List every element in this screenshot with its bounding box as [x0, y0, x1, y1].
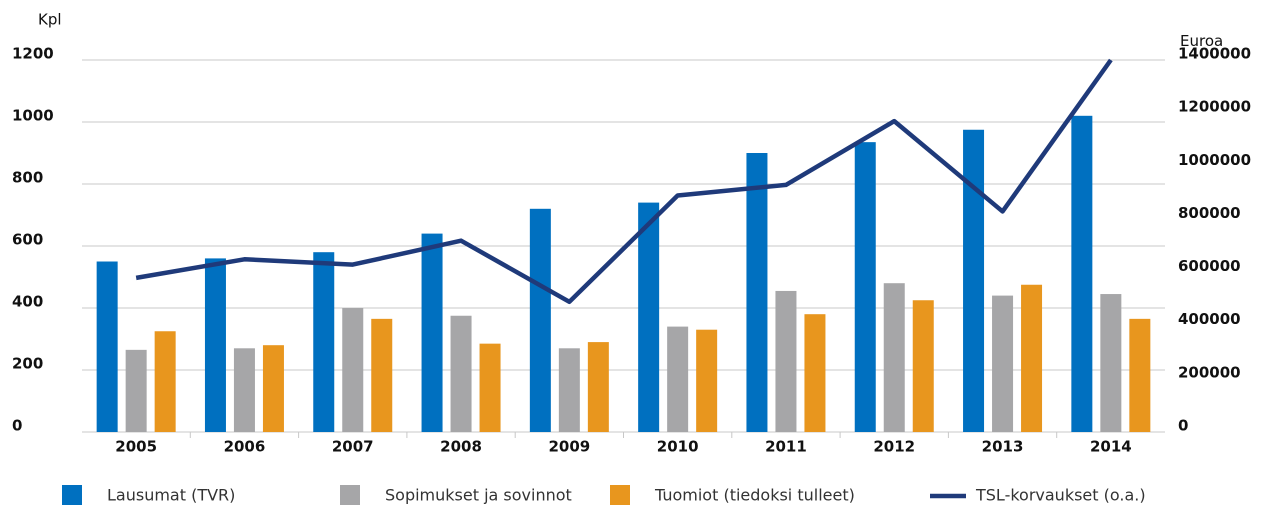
y-tick-label: 400 — [12, 293, 43, 311]
y2-tick-label: 1200000 — [1178, 98, 1251, 116]
x-tick-label: 2006 — [224, 438, 266, 456]
bar — [154, 331, 176, 432]
y2-tick-label: 200000 — [1178, 363, 1241, 381]
bar — [775, 290, 797, 432]
y-tick-label: 800 — [12, 169, 43, 187]
y2-tick-label: 0 — [1178, 417, 1188, 435]
y2-tick-label: 600000 — [1178, 257, 1241, 275]
bar — [696, 329, 718, 432]
legend-swatch — [62, 485, 82, 505]
legend-label: Tuomiot (tiedoksi tulleet) — [654, 486, 855, 505]
x-tick-label: 2012 — [873, 438, 915, 456]
bar — [912, 300, 934, 432]
bar — [125, 349, 147, 432]
x-tick-label: 2005 — [115, 438, 157, 456]
y-tick-label: 1200 — [12, 45, 54, 63]
x-tick-label: 2014 — [1090, 438, 1132, 456]
bar — [804, 314, 826, 432]
y-tick-label: 600 — [12, 231, 43, 249]
line — [135, 58, 1113, 305]
bar — [262, 345, 284, 432]
y-tick-label: 1000 — [12, 107, 54, 125]
bar — [992, 295, 1014, 432]
bar — [1100, 294, 1122, 432]
bar — [1071, 115, 1093, 433]
x-tick-label: 2013 — [982, 438, 1024, 456]
bar — [558, 348, 580, 432]
bar — [587, 342, 609, 432]
bar — [233, 348, 255, 432]
bar — [746, 153, 768, 432]
bar — [638, 202, 660, 432]
bar — [1129, 318, 1151, 432]
bar — [479, 343, 501, 432]
y2-axis-title: Euroa — [1180, 32, 1223, 50]
y2-tick-label: 800000 — [1178, 204, 1241, 222]
legend-label: Sopimukset ja sovinnot — [385, 486, 572, 505]
y2-tick-label: 1000000 — [1178, 151, 1251, 169]
bar — [883, 283, 905, 432]
bar — [854, 142, 876, 432]
bar — [342, 308, 364, 432]
bar — [313, 252, 335, 432]
legend-label: Lausumat (TVR) — [107, 486, 235, 505]
bar — [667, 326, 689, 432]
x-tick-label: 2009 — [548, 438, 590, 456]
x-tick-label: 2011 — [765, 438, 807, 456]
y-tick-label: 200 — [12, 355, 43, 373]
bar — [529, 208, 551, 432]
y-axis-title: Kpl — [38, 11, 62, 29]
bar — [450, 315, 472, 432]
bar — [421, 233, 443, 432]
x-tick-label: 2007 — [332, 438, 374, 456]
x-tick-label: 2010 — [657, 438, 699, 456]
bar — [204, 258, 226, 432]
legend-swatch — [610, 485, 630, 505]
bar — [371, 318, 393, 432]
legend-swatch — [340, 485, 360, 505]
legend-label: TSL-korvaukset (o.a.) — [975, 486, 1146, 505]
bar — [1021, 284, 1043, 432]
bar — [963, 129, 985, 432]
y-tick-label: 0 — [12, 417, 22, 435]
y2-tick-label: 1400000 — [1178, 45, 1251, 63]
x-tick-label: 2008 — [440, 438, 482, 456]
y2-tick-label: 400000 — [1178, 310, 1241, 328]
bar — [96, 261, 118, 432]
